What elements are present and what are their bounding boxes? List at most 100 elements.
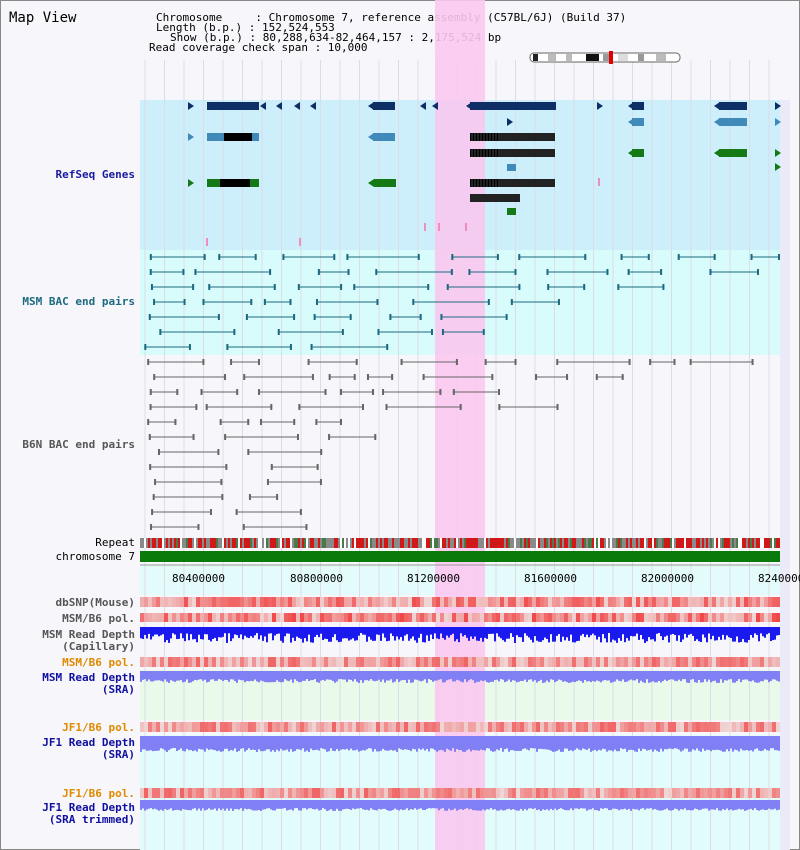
- b6n-bac-end-pairs-label[interactable]: B6N BAC end pairs: [22, 438, 135, 451]
- polymorphism-density: [644, 657, 648, 667]
- read-depth-bar: [476, 627, 478, 641]
- read-depth-bar: [738, 800, 740, 809]
- read-depth-bar: [212, 671, 214, 680]
- repeat-element: [488, 538, 490, 548]
- msm-b6-pol-label[interactable]: MSM/B6 pol.: [62, 612, 135, 625]
- highlight-region[interactable]: [435, 0, 485, 850]
- read-depth-bar: [526, 627, 528, 636]
- read-depth-bar: [724, 800, 726, 811]
- read-depth-bar: [586, 800, 588, 811]
- bac-end: [263, 299, 266, 305]
- read-depth-bar: [288, 800, 290, 810]
- polymorphism-density: [464, 722, 468, 732]
- read-depth-bar: [532, 671, 534, 682]
- read-depth-bar: [160, 800, 162, 810]
- read-depth-bar: [776, 800, 778, 811]
- track-features[interactable]: [140, 102, 781, 811]
- read-depth-bar: [188, 736, 190, 751]
- msm-read-depth-sra-label[interactable]: MSM Read Depth: [42, 671, 135, 684]
- read-depth-bar: [308, 627, 310, 635]
- jf1-read-depth-sra-label[interactable]: JF1 Read Depth: [42, 736, 135, 749]
- read-depth-bar: [624, 671, 626, 682]
- read-depth-bar: [240, 627, 242, 635]
- read-depth-bar: [416, 736, 418, 752]
- read-depth-bar: [672, 627, 674, 634]
- refseq-genes-label[interactable]: RefSeq Genes: [55, 168, 135, 181]
- repeat-element: [416, 538, 418, 548]
- polymorphism-density: [168, 657, 172, 667]
- chromosome-label[interactable]: chromosome 7: [55, 550, 135, 563]
- repeat-element: [774, 538, 776, 548]
- jf1-read-depth-trimmed-label[interactable]: JF1 Read Depth: [42, 801, 135, 814]
- read-depth-bar: [260, 627, 262, 636]
- polymorphism-density: [700, 788, 704, 798]
- read-depth-bar: [574, 671, 576, 683]
- polymorphism-density: [620, 722, 624, 732]
- repeat-element: [420, 538, 422, 548]
- read-depth-bar: [350, 627, 352, 640]
- polymorphism-density: [356, 722, 360, 732]
- gene-strand-arrow: [714, 102, 720, 110]
- polymorphism-density: [660, 597, 664, 607]
- read-depth-bar: [294, 800, 296, 809]
- read-depth-bar: [356, 736, 358, 750]
- read-depth-bar: [678, 671, 680, 680]
- repeat-label[interactable]: Repeat: [95, 536, 135, 549]
- polymorphism-density: [680, 613, 684, 622]
- read-depth-bar: [606, 627, 608, 643]
- jf1-b6-pol-trimmed-label[interactable]: JF1/B6 pol.: [62, 787, 135, 800]
- polymorphism-density: [704, 788, 708, 798]
- polymorphism-density: [328, 722, 332, 732]
- polymorphism-density: [212, 722, 216, 732]
- read-depth-bar: [658, 627, 660, 634]
- polymorphism-density: [768, 613, 772, 622]
- read-depth-bar: [450, 800, 452, 811]
- polymorphism-density: [504, 613, 508, 622]
- read-depth-bar: [156, 671, 158, 681]
- read-depth-bar: [662, 627, 664, 641]
- repeat-element: [770, 538, 772, 548]
- repeat-element: [708, 538, 710, 548]
- bac-end: [451, 254, 454, 260]
- polymorphism-density: [420, 722, 424, 732]
- bac-end: [389, 314, 392, 320]
- read-depth-bar: [324, 736, 326, 750]
- polymorphism-density: [444, 597, 448, 607]
- gene-exon: [488, 133, 489, 141]
- read-depth-bar: [198, 671, 200, 680]
- dbsnp-label[interactable]: dbSNP(Mouse): [55, 596, 135, 609]
- bac-end: [203, 254, 206, 260]
- read-depth-bar: [470, 800, 472, 809]
- polymorphism-density: [284, 657, 288, 667]
- repeat-element: [432, 538, 434, 548]
- read-depth-bar: [358, 736, 360, 752]
- polymorphism-density: [348, 788, 352, 798]
- read-depth-bar: [708, 627, 710, 634]
- read-depth-bar: [302, 671, 304, 681]
- read-depth-bar: [572, 800, 574, 811]
- read-depth-bar: [152, 627, 154, 637]
- read-depth-bar: [274, 800, 276, 811]
- repeat-element: [608, 538, 610, 548]
- polymorphism-density: [272, 722, 276, 732]
- read-depth-bar: [560, 671, 562, 681]
- ideogram-band: [566, 54, 572, 61]
- read-depth-bar: [380, 627, 382, 641]
- msm-bac-end-pairs-label[interactable]: MSM BAC end pairs: [22, 295, 135, 308]
- polymorphism-density: [460, 613, 464, 622]
- read-depth-bar: [426, 671, 428, 683]
- gene-marker: [299, 238, 301, 246]
- polymorphism-density: [604, 613, 608, 622]
- read-depth-bar: [530, 800, 532, 809]
- read-depth-bar: [612, 627, 614, 640]
- read-depth-bar: [674, 800, 676, 809]
- read-depth-bar: [390, 736, 392, 750]
- msm-read-depth-capillary-label[interactable]: MSM Read Depth: [42, 628, 135, 641]
- read-depth-bar: [460, 627, 462, 634]
- jf1-b6-pol-label[interactable]: JF1/B6 pol.: [62, 721, 135, 734]
- repeat-element: [394, 538, 396, 548]
- chromosome-ideogram[interactable]: [529, 51, 681, 64]
- repeat-element: [428, 538, 430, 548]
- msm-b6-pol-sra-label[interactable]: MSM/B6 pol.: [62, 656, 135, 669]
